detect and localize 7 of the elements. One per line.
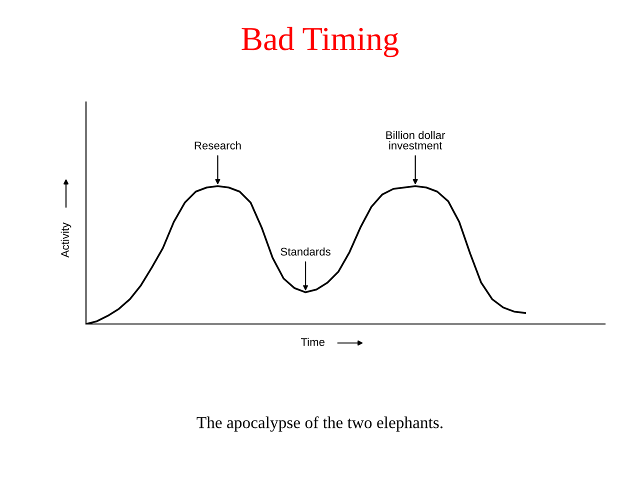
text: Billion dollar investment [386, 130, 446, 150]
y-axis-title: Activity [60, 222, 72, 258]
chart-title: Bad Timing [242, 26, 399, 58]
annotation: Standards [280, 247, 330, 256]
x-axis-title: Time [300, 338, 325, 346]
text: The apocalypse of the two elephants. [196, 416, 442, 432]
text: Research [194, 141, 241, 150]
